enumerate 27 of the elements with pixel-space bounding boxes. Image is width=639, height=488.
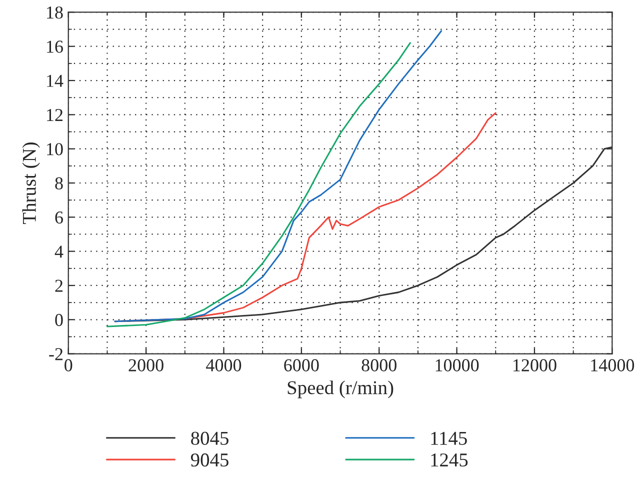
x-tick-label: 4000 [206,359,242,372]
y-axis-title: Thrust (N) [22,142,40,224]
x-tick-label: 10000 [436,359,479,372]
y-tick-label: 0 [55,314,63,326]
y-tick-label: -2 [49,348,63,360]
x-tick-label: 12000 [513,359,556,372]
x-tick-label: 2000 [128,359,164,372]
y-tick-label: 10 [47,143,63,156]
x-tick-label: 0 [64,359,72,372]
y-tick-label: 16 [47,40,63,53]
y-tick-label: 12 [47,108,63,121]
y-tick-label: 18 [47,6,63,19]
y-tick-label: 2 [55,280,63,292]
x-tick-label: 14000 [591,359,634,372]
line-series [114,30,442,322]
y-tick-label: 8 [55,177,63,190]
x-axis-title: Speed (r/min) [288,380,394,398]
x-tick-label: 6000 [284,359,319,372]
legend-label: 8045 [191,432,228,445]
legend-label: 1245 [431,453,468,467]
y-tick-label: 6 [55,211,63,224]
legend-label: 1145 [431,432,467,445]
x-tick-label: 8000 [362,359,396,372]
y-tick-label: 14 [47,74,64,87]
legend-label: 9045 [190,453,228,467]
line-series [106,42,411,328]
y-tick-label: 4 [54,246,64,258]
